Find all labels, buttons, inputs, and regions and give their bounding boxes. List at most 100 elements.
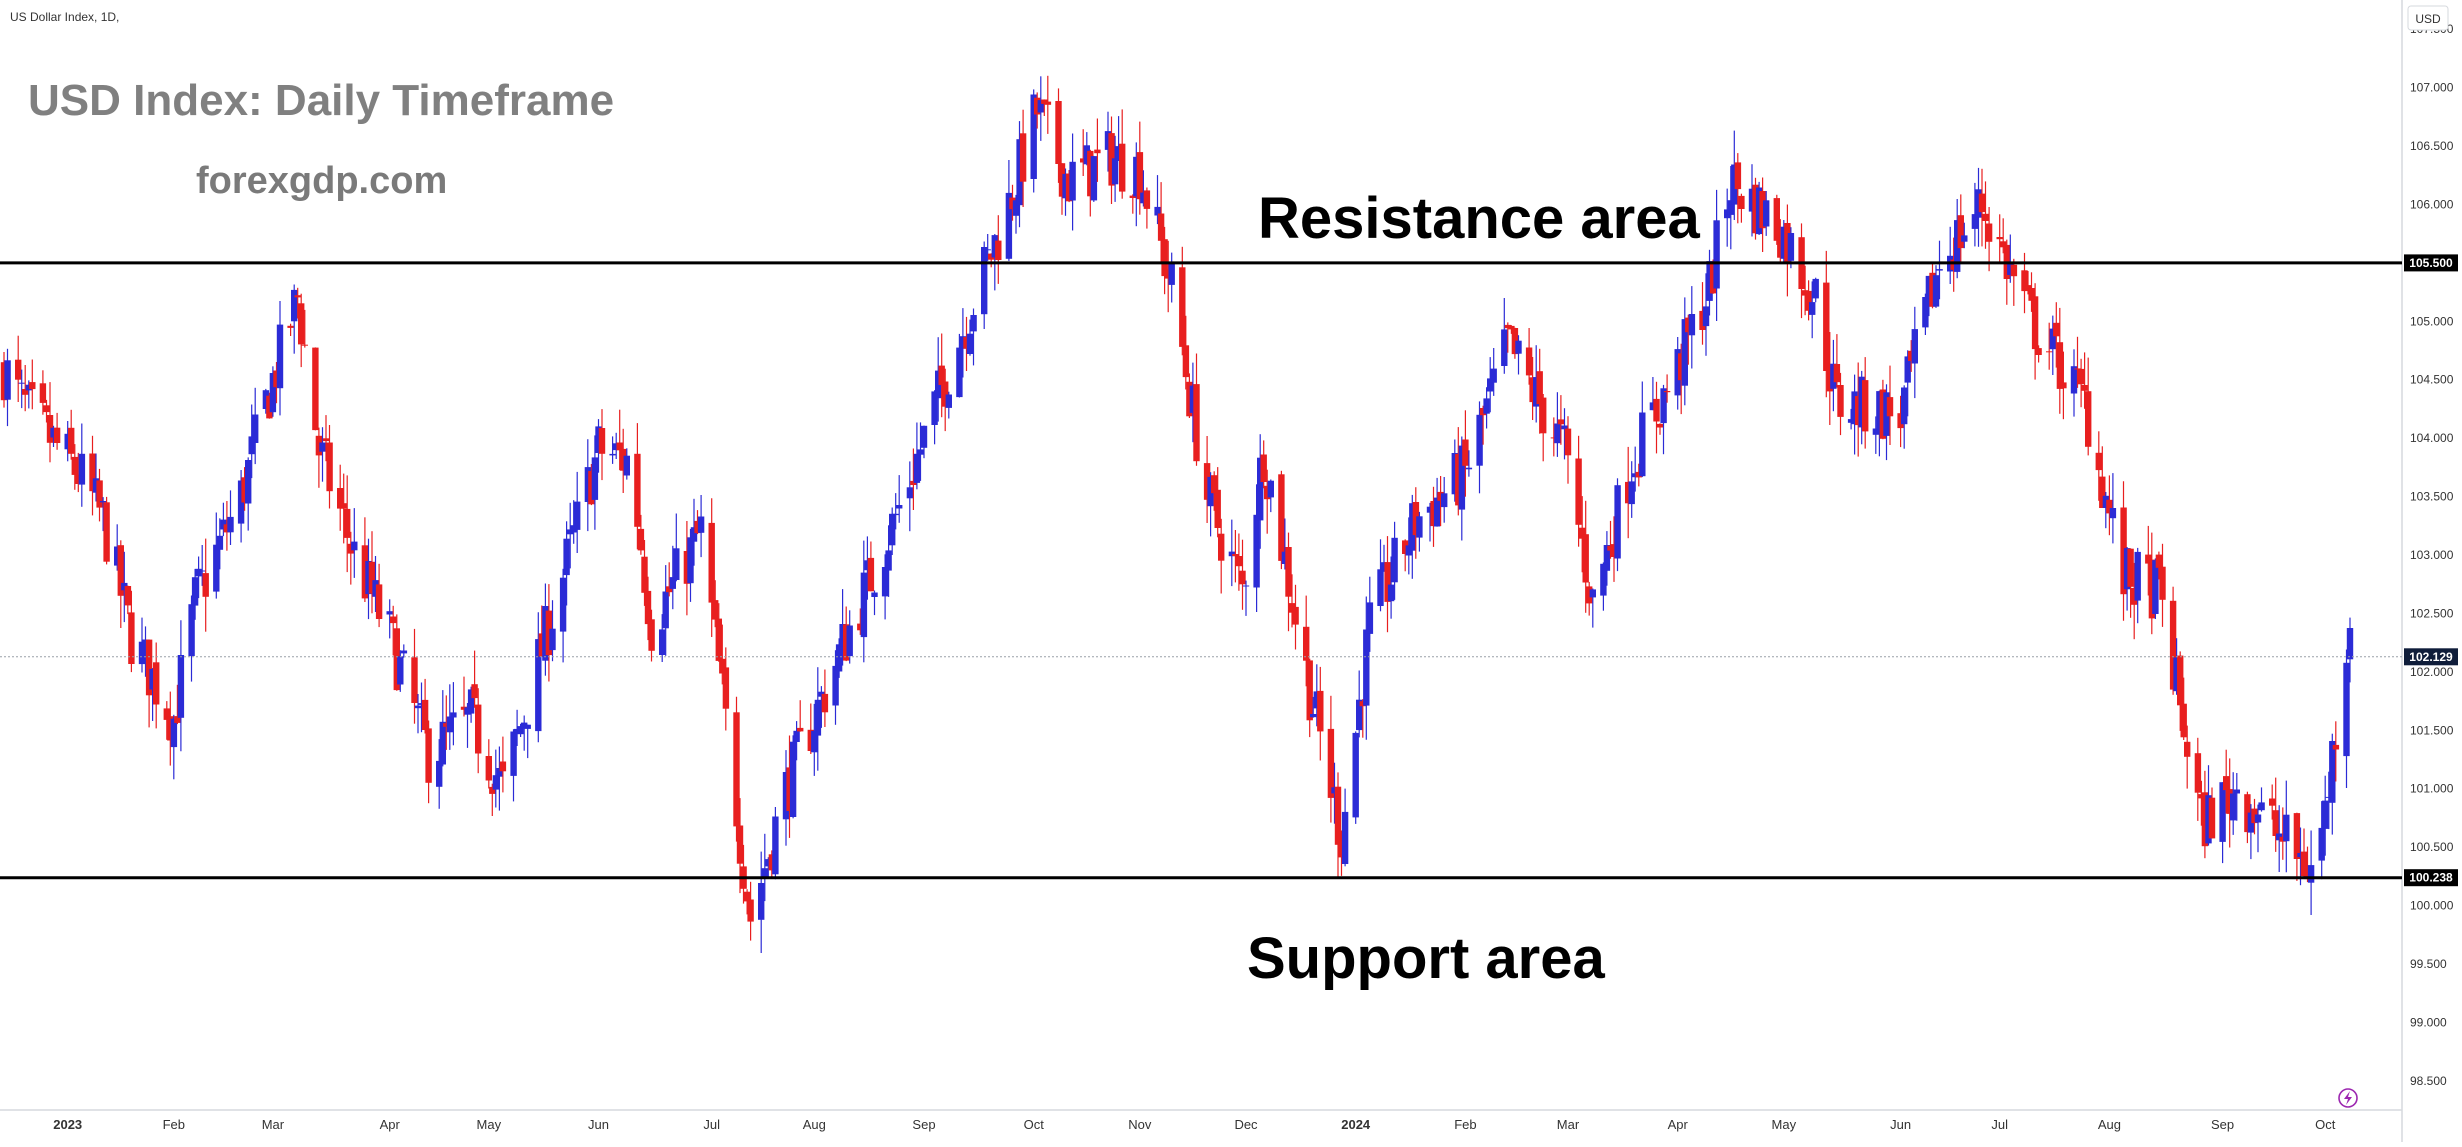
y-tick-label: 102.000 xyxy=(2410,665,2454,679)
candle-body xyxy=(786,767,793,811)
candle-body xyxy=(1996,237,2003,240)
candle-body xyxy=(846,625,853,657)
candle-body xyxy=(216,535,224,550)
candle-body xyxy=(1653,398,1660,422)
candle-body xyxy=(935,370,942,399)
x-tick-label: Jul xyxy=(1991,1117,2008,1132)
candle-body xyxy=(1826,365,1834,392)
currency-button[interactable]: USD xyxy=(2407,5,2449,31)
candle-body xyxy=(1738,195,1745,209)
x-tick-label: Jun xyxy=(588,1117,609,1132)
candle-body xyxy=(1681,319,1688,386)
candle-body xyxy=(1009,197,1016,210)
candle-body xyxy=(708,522,715,603)
candle-body xyxy=(945,394,952,408)
candle-body xyxy=(613,443,620,451)
candle-body xyxy=(1189,385,1197,413)
candle-body xyxy=(1490,368,1497,383)
candle-body xyxy=(1971,214,1979,229)
candle-body xyxy=(666,586,673,593)
candle-body xyxy=(1614,485,1621,559)
candle-body xyxy=(1610,544,1618,557)
candle-body xyxy=(1458,445,1466,510)
candle-body xyxy=(1511,328,1519,355)
y-tick-label: 106.000 xyxy=(2410,198,2454,212)
candle-body xyxy=(39,383,47,403)
candle-body xyxy=(864,560,871,571)
price-axis[interactable]: 107.500107.000106.500106.000105.500105.0… xyxy=(2410,22,2454,1088)
candle-body xyxy=(772,816,779,875)
candle-body xyxy=(163,708,170,720)
candle-body xyxy=(1306,660,1313,721)
candle-body xyxy=(92,478,100,493)
resistance-annotation: Resistance area xyxy=(1258,186,1700,251)
candle-body xyxy=(2031,296,2039,350)
candle-body xyxy=(1936,269,1943,271)
candle-body xyxy=(1908,350,1915,361)
candle-body xyxy=(570,525,577,533)
candle-body xyxy=(814,699,822,736)
candle-body xyxy=(1632,473,1639,478)
candle-body xyxy=(910,480,917,485)
candle-body xyxy=(931,391,938,425)
y-tick-label: 98.500 xyxy=(2410,1074,2447,1088)
candle-body xyxy=(1094,149,1101,154)
x-tick-label: May xyxy=(477,1117,502,1132)
candle-body xyxy=(2307,865,2315,883)
x-tick-label: Oct xyxy=(1024,1117,1045,1132)
candle-body xyxy=(995,240,1002,260)
candle-body xyxy=(2000,241,2007,248)
candle-body xyxy=(860,572,868,638)
candle-body xyxy=(1087,150,1094,197)
candle-body xyxy=(2198,794,2205,799)
candle-body xyxy=(641,556,648,593)
lightning-icon[interactable] xyxy=(2338,1088,2358,1108)
candle-body xyxy=(397,656,404,685)
candle-body xyxy=(2081,385,2088,391)
candle-body xyxy=(690,527,698,542)
candle-body xyxy=(797,727,804,732)
candle-body xyxy=(2049,328,2056,350)
candle-body xyxy=(2053,322,2060,337)
candle-body xyxy=(315,435,323,456)
candle-body xyxy=(2010,264,2018,277)
candle-body xyxy=(138,641,146,665)
candle-body xyxy=(489,786,496,794)
candle-body xyxy=(1525,347,1533,376)
symbol-legend[interactable]: US Dollar Index, 1D, xyxy=(10,10,119,24)
candle-body xyxy=(425,728,432,783)
candle-body xyxy=(1678,353,1685,381)
candle-body xyxy=(1625,481,1632,504)
x-tick-label: Mar xyxy=(1557,1117,1580,1132)
candle-body xyxy=(1317,690,1324,732)
candle-body xyxy=(1858,376,1865,428)
candle-body xyxy=(591,457,599,500)
candle-body xyxy=(2279,836,2286,842)
candle-body xyxy=(991,235,998,258)
candle-body xyxy=(1211,475,1218,494)
candle-body xyxy=(970,315,977,332)
candle-body xyxy=(414,705,422,709)
candle-body xyxy=(892,513,899,516)
svg-text:105.500: 105.500 xyxy=(2409,256,2453,270)
candle-body xyxy=(2223,776,2230,791)
candle-body xyxy=(2283,814,2290,842)
candle-body xyxy=(659,629,666,655)
candle-body xyxy=(269,373,277,413)
candle-body xyxy=(1331,787,1338,794)
candle-body xyxy=(1883,392,1890,436)
candle-body xyxy=(2106,499,2113,514)
candle-body xyxy=(1805,290,1812,311)
candle-body xyxy=(1207,476,1214,507)
candle-body xyxy=(920,425,928,448)
candle-body xyxy=(227,516,234,533)
candle-body xyxy=(386,611,393,615)
candle-body xyxy=(988,253,995,260)
candle-body xyxy=(616,442,623,451)
candle-body xyxy=(542,606,549,661)
candle-body xyxy=(1922,297,1929,328)
time-axis[interactable]: 2023 Feb Mar Apr May Jun Jul Aug Sep Oct Nov Dec 202… xyxy=(53,1117,2335,1132)
candle-body xyxy=(1203,463,1211,500)
